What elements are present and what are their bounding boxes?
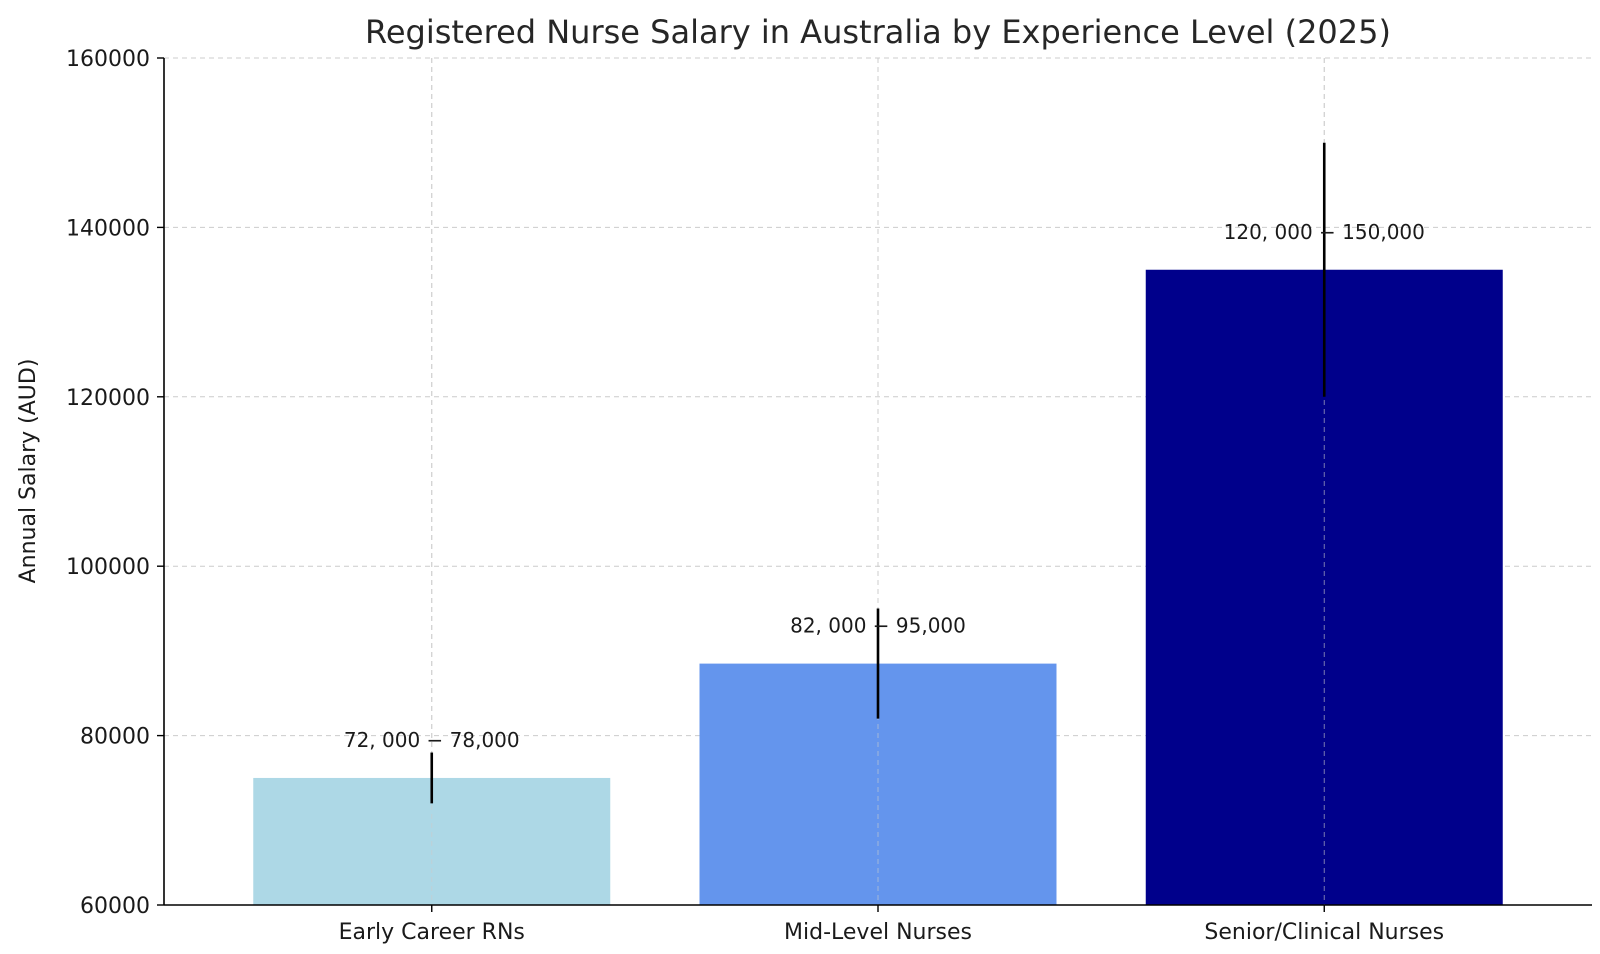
y-tick-label: 100000	[66, 555, 150, 580]
ticks: 60000 80000 100000 120000 140000 160000 Early …	[66, 47, 1444, 945]
y-tick-label: 80000	[80, 725, 150, 750]
y-tick-label: 60000	[80, 894, 150, 919]
x-tick-label: Early Career RNs	[339, 920, 525, 945]
bars	[253, 58, 1503, 905]
y-axis-label: Annual Salary (AUD)	[16, 359, 41, 584]
data-label: 72, 000 − 78,000	[344, 728, 520, 752]
y-tick-label: 140000	[66, 216, 150, 241]
x-tick-label: Mid-Level Nurses	[784, 920, 972, 945]
chart-title: Registered Nurse Salary in Australia by …	[365, 13, 1391, 51]
y-tick-label: 160000	[66, 47, 150, 72]
y-tick-label: 120000	[66, 386, 150, 411]
data-label: 82, 000 − 95,000	[790, 614, 966, 638]
data-labels: 72, 000 − 78,000 82, 000 − 95,000 120, 000…	[344, 220, 1425, 752]
data-label: 120, 000 − 150,000	[1224, 220, 1425, 244]
x-tick-label: Senior/Clinical Nurses	[1204, 920, 1444, 945]
